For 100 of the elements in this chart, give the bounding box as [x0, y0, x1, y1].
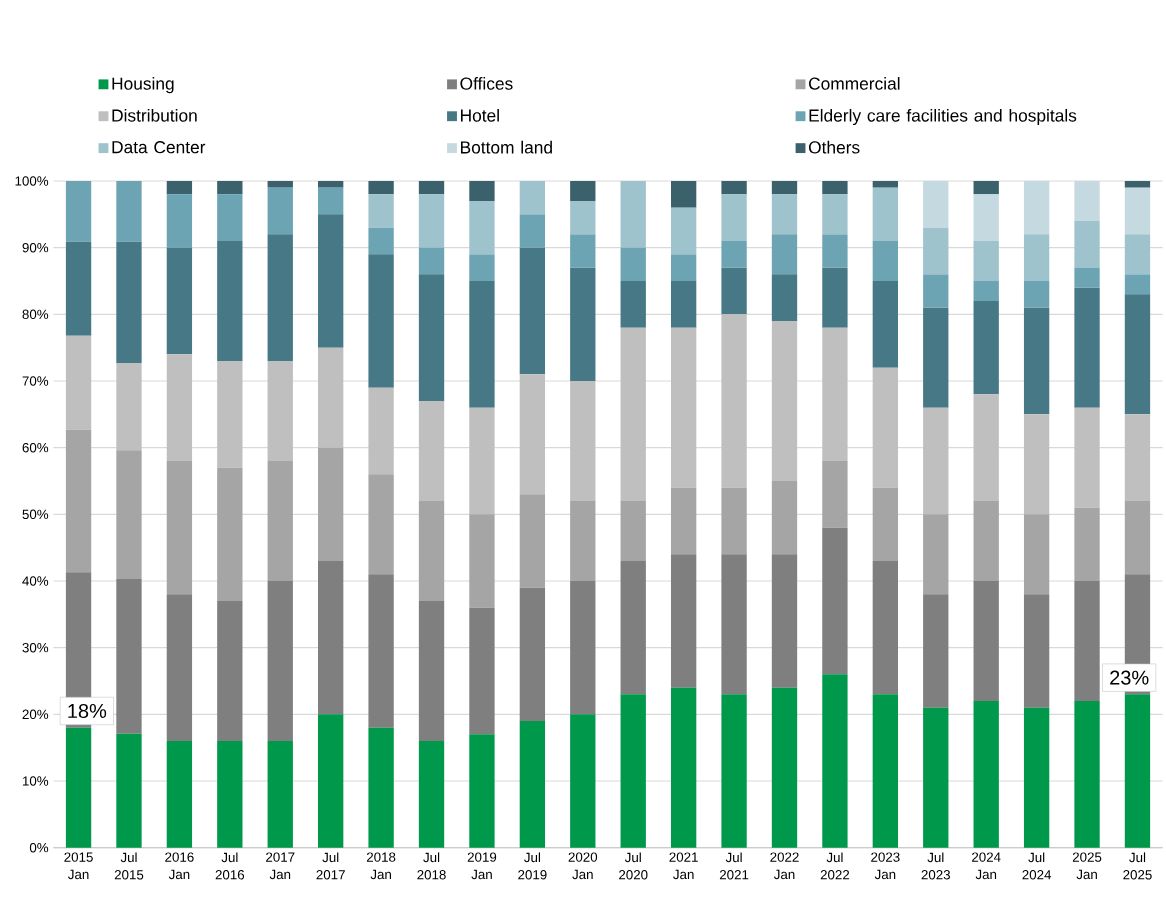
y-tick-label: 20%: [22, 709, 49, 720]
bar: [620, 281, 646, 328]
x-tick-label: Jul 2021: [719, 852, 749, 880]
bar: [923, 514, 949, 595]
bar: [822, 674, 848, 848]
x-tick-label: Jul 2025: [1123, 852, 1152, 880]
x-tick-label: Jul 2024: [1022, 852, 1052, 880]
bar: [872, 241, 899, 281]
bar: [166, 247, 193, 355]
bar: [318, 187, 344, 215]
bar: [620, 181, 646, 248]
bar: [65, 429, 92, 573]
bar: [872, 694, 899, 848]
x-tick-label: Jul 2015: [114, 852, 144, 880]
bar: [1074, 407, 1100, 508]
y-tick-label: 10%: [22, 776, 49, 786]
bar: [721, 487, 747, 555]
bar: [973, 281, 999, 301]
bar: [217, 194, 243, 241]
bar: [670, 687, 697, 848]
y-tick-label: 60%: [22, 442, 49, 453]
bar: [1023, 234, 1050, 281]
bar: [620, 327, 646, 501]
bar: [469, 181, 495, 201]
bar: [318, 347, 344, 448]
bar: [418, 401, 445, 501]
bar: [620, 501, 646, 561]
bar: [721, 554, 747, 695]
x-tick-label: 2020 Jan: [568, 852, 598, 880]
x-tick-label: Jul 2018: [417, 852, 446, 880]
bar: [267, 234, 293, 361]
bar: [670, 327, 697, 488]
bar: [65, 241, 92, 336]
bar: [519, 494, 546, 588]
bar: [318, 714, 344, 848]
bar: [620, 247, 646, 281]
bar: [267, 741, 293, 848]
legend-label: Distribution: [112, 108, 197, 122]
bar: [872, 561, 899, 695]
bar: [670, 487, 697, 555]
bar: [217, 741, 243, 848]
legend-label: Bottom land: [461, 140, 552, 154]
bar: [570, 200, 596, 235]
x-tick-label: 2017 Jan: [266, 852, 295, 880]
x-tick-label: 2015 Jan: [64, 852, 93, 880]
bar: [1023, 414, 1050, 515]
x-tick-label: 2024 Jan: [972, 852, 1001, 880]
bar: [1074, 267, 1100, 288]
y-tick-label: 40%: [22, 576, 49, 586]
bar: [822, 327, 848, 461]
bar: [1023, 281, 1050, 308]
y-tick-label: 90%: [22, 242, 49, 253]
bar: [418, 501, 445, 601]
bar: [1124, 234, 1151, 275]
bar: [418, 247, 445, 275]
bar: [923, 707, 949, 848]
bar: [418, 601, 445, 741]
bar: [418, 741, 445, 848]
bar: [1124, 274, 1151, 295]
bar: [318, 561, 344, 715]
y-tick-label: 70%: [22, 376, 49, 386]
bar: [267, 187, 293, 235]
bar: [1023, 181, 1050, 235]
bar: [418, 274, 445, 401]
bar: [570, 381, 596, 501]
bar: [116, 362, 142, 451]
bar: [1023, 707, 1050, 848]
bar: [166, 741, 193, 848]
bar: [418, 181, 445, 195]
bar: [872, 181, 899, 188]
bar: [267, 181, 293, 188]
bar: [116, 241, 142, 363]
bar: [923, 594, 949, 708]
bar: [368, 474, 394, 575]
bar: [570, 181, 596, 201]
bar: [116, 450, 142, 579]
bar: [65, 181, 92, 242]
bar: [670, 181, 697, 208]
bar: [469, 407, 495, 515]
bar: [822, 234, 848, 268]
bar: [570, 581, 596, 715]
bar: [217, 467, 243, 601]
legend-label: Commercial: [809, 77, 900, 90]
bar: [721, 194, 747, 241]
bar: [620, 561, 646, 695]
bar: [973, 241, 999, 281]
bar: [469, 734, 495, 848]
y-tick-label: 30%: [22, 642, 49, 653]
bar: [166, 354, 193, 461]
legend-label: Others: [808, 140, 860, 154]
bar: [267, 361, 293, 461]
bar: [1074, 581, 1100, 701]
bar: [519, 587, 546, 721]
bar: [1023, 514, 1050, 595]
bar: [721, 694, 747, 848]
legend-label: Offices: [460, 77, 513, 90]
bar: [166, 181, 193, 195]
x-tick-label: 2025 Jan: [1072, 852, 1102, 880]
x-tick-label: Jul 2020: [619, 852, 648, 880]
legend-label: Housing: [112, 77, 174, 94]
